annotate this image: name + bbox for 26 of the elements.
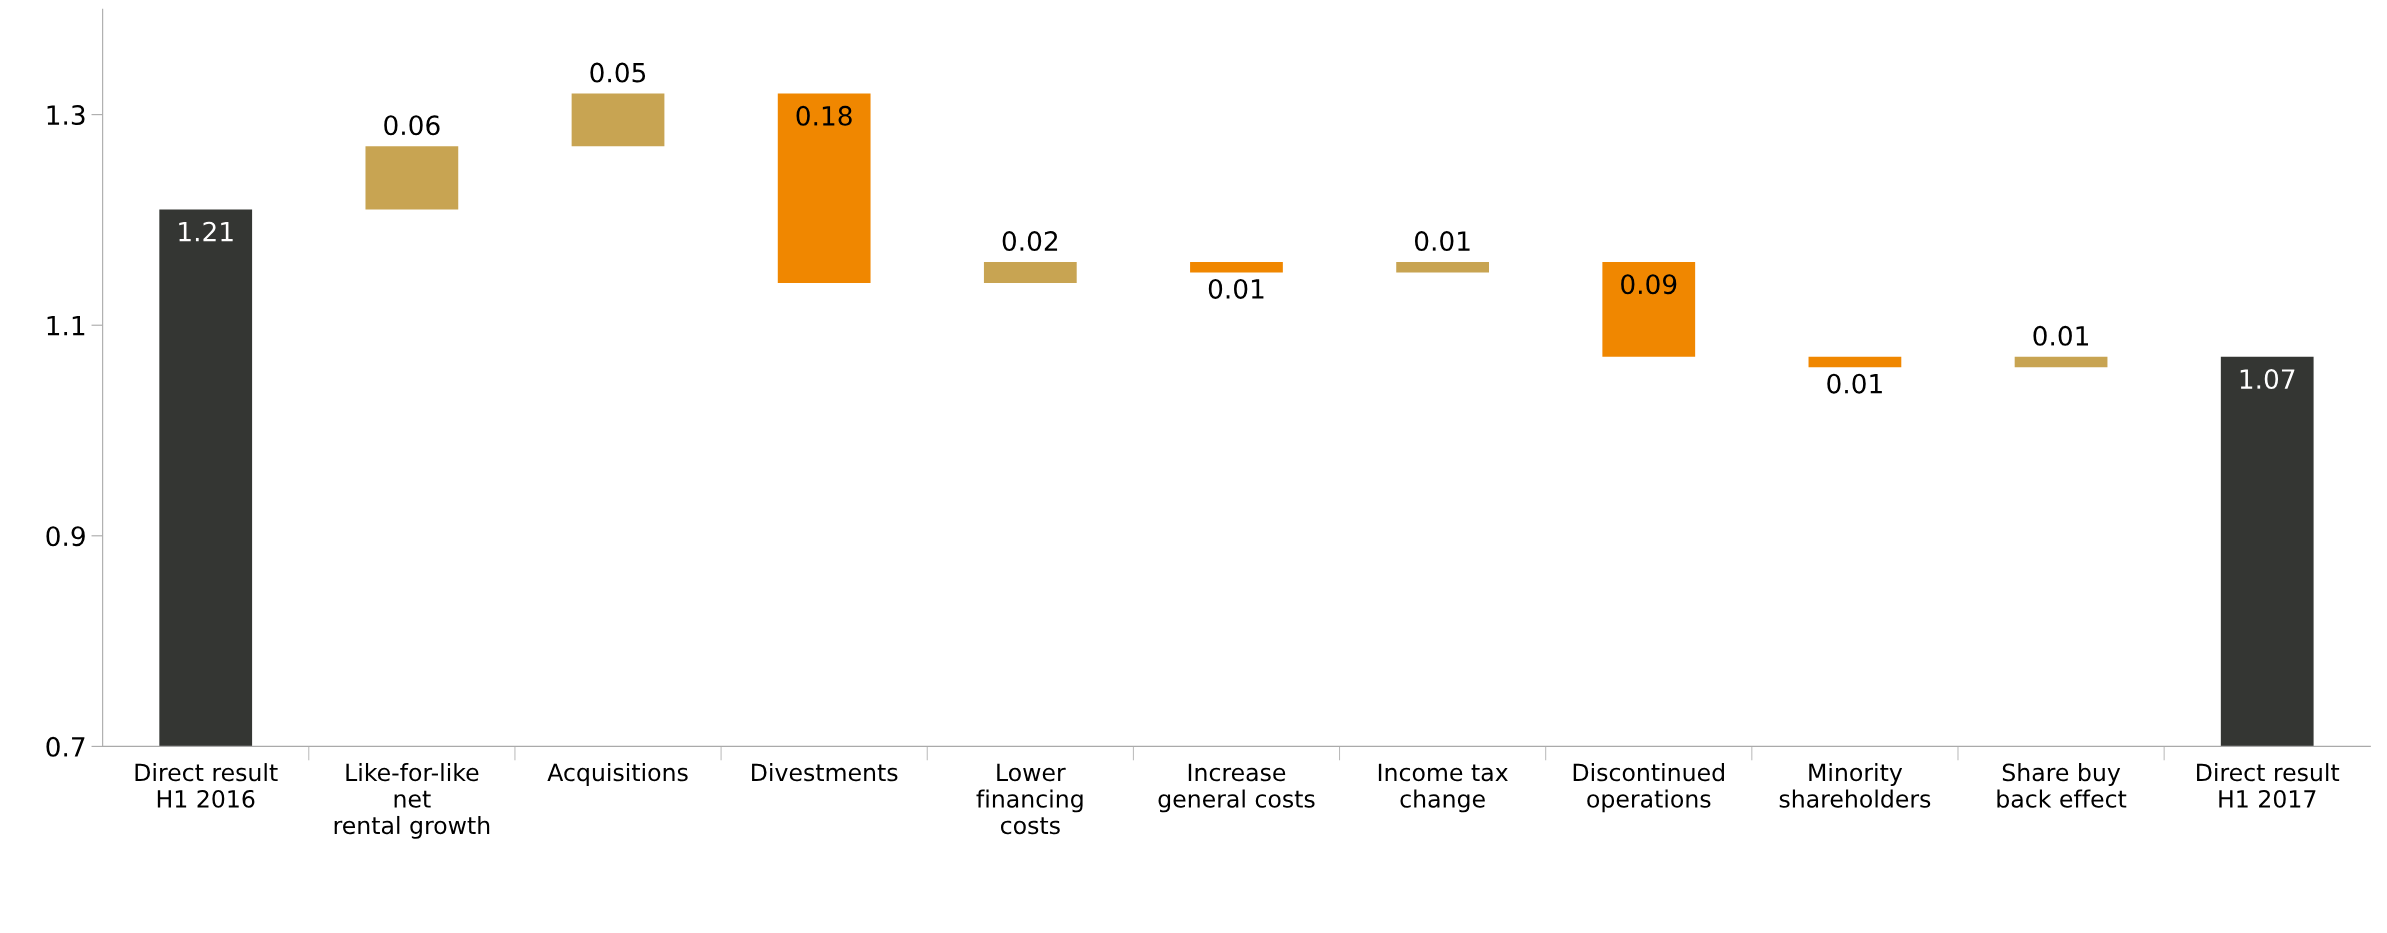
data-label: 0.05 bbox=[590, 62, 646, 83]
x-tick-label: Divestments bbox=[752, 763, 898, 782]
data-label: 0.01 bbox=[1208, 278, 1264, 299]
data-label: 0.01 bbox=[1414, 231, 1470, 252]
x-tick-label: Direct result H1 2016 bbox=[135, 763, 278, 808]
x-tick-label: Like-for-like net rental growth bbox=[334, 763, 490, 839]
data-label: 0.01 bbox=[1827, 373, 1882, 394]
y-tick-label: 0.9 bbox=[46, 526, 85, 547]
x-tick-label: Discontinued operations bbox=[1573, 763, 1724, 813]
data-label: 0.09 bbox=[1621, 274, 1677, 295]
data-label: 0.06 bbox=[384, 115, 440, 136]
data-label: 0.02 bbox=[1002, 231, 1058, 252]
data-label: 0.01 bbox=[2033, 325, 2089, 346]
data-label: 1.21 bbox=[179, 221, 233, 242]
data-label: 0.18 bbox=[796, 105, 852, 126]
x-tick-label: Direct result H1 2017 bbox=[2197, 763, 2340, 808]
x-tick-label: Minority shareholders bbox=[1779, 763, 1931, 808]
x-tick-label: Increase general costs bbox=[1158, 763, 1315, 813]
y-tick-label: 1.1 bbox=[47, 316, 85, 336]
y-tick-label: 0.7 bbox=[46, 736, 85, 757]
x-tick-label: Income tax change bbox=[1378, 763, 1508, 813]
x-tick-label: Lower financing costs bbox=[976, 763, 1083, 835]
data-label: 1.07 bbox=[2240, 369, 2295, 390]
x-tick-label: Share buy back effect bbox=[1997, 763, 2127, 808]
x-tick-label: Acquisitions bbox=[547, 763, 688, 786]
y-tick-label: 1.3 bbox=[47, 105, 85, 126]
